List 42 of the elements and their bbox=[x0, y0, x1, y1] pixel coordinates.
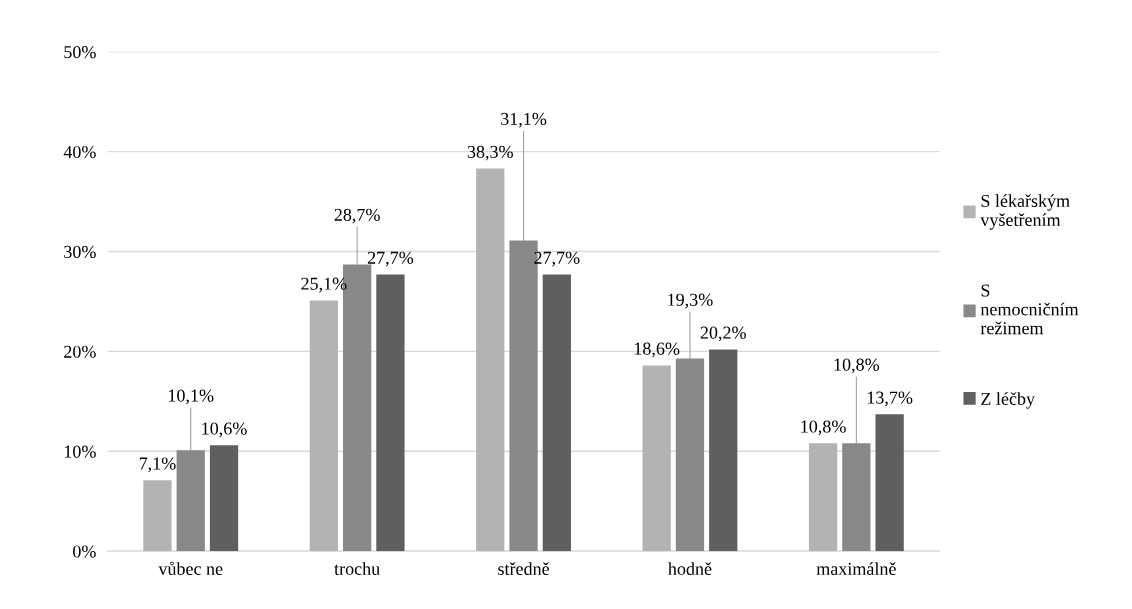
y-tick-label: 30% bbox=[64, 245, 96, 259]
data-label: 27,7% bbox=[367, 251, 414, 267]
bar bbox=[709, 349, 738, 552]
bar bbox=[209, 445, 239, 552]
bar bbox=[808, 443, 838, 552]
y-tick-label: 40% bbox=[63, 145, 96, 159]
x-tick-label: hodně bbox=[668, 562, 712, 575]
data-label: 31,1% bbox=[501, 112, 547, 128]
data-label: 10,1% bbox=[169, 389, 214, 405]
data-label: 28,7% bbox=[334, 208, 380, 224]
data-label: 18,6% bbox=[634, 342, 680, 358]
data-label: 10,8% bbox=[801, 420, 846, 436]
y-tick-label: 50% bbox=[64, 46, 96, 59]
x-tick-label: středně bbox=[498, 562, 549, 575]
data-label: 19,3% bbox=[668, 293, 713, 309]
legend-label: Z léčby bbox=[981, 392, 1035, 409]
data-label: 25,1% bbox=[301, 277, 347, 293]
data-label: 10,6% bbox=[202, 422, 247, 438]
data-label: 20,2% bbox=[700, 326, 746, 342]
data-label: 27,7% bbox=[534, 251, 580, 267]
x-tick-label: trochu bbox=[334, 562, 380, 575]
data-label: 10,8% bbox=[834, 358, 880, 374]
bar bbox=[476, 168, 505, 552]
y-tick-label: 10% bbox=[64, 445, 96, 458]
bar bbox=[542, 274, 571, 552]
bar bbox=[376, 274, 405, 552]
x-tick-label: vůbec ne bbox=[158, 561, 223, 575]
bar bbox=[675, 358, 705, 552]
data-label: 13,7% bbox=[867, 391, 913, 407]
bar bbox=[143, 480, 172, 552]
legend-label: S nemocničním režimem bbox=[980, 284, 1079, 335]
data-label: 7,1% bbox=[139, 457, 176, 473]
bar bbox=[875, 414, 904, 552]
bar bbox=[642, 365, 671, 552]
bar bbox=[176, 450, 205, 552]
x-tick-label: maximálně bbox=[816, 562, 896, 575]
y-tick-label: 20% bbox=[64, 345, 96, 358]
bar bbox=[842, 443, 871, 552]
legend-label: S lékařským vyšetřením bbox=[980, 194, 1070, 230]
bar bbox=[309, 300, 339, 552]
data-label: 38,3% bbox=[467, 145, 513, 161]
y-tick-label: 0% bbox=[73, 545, 96, 558]
